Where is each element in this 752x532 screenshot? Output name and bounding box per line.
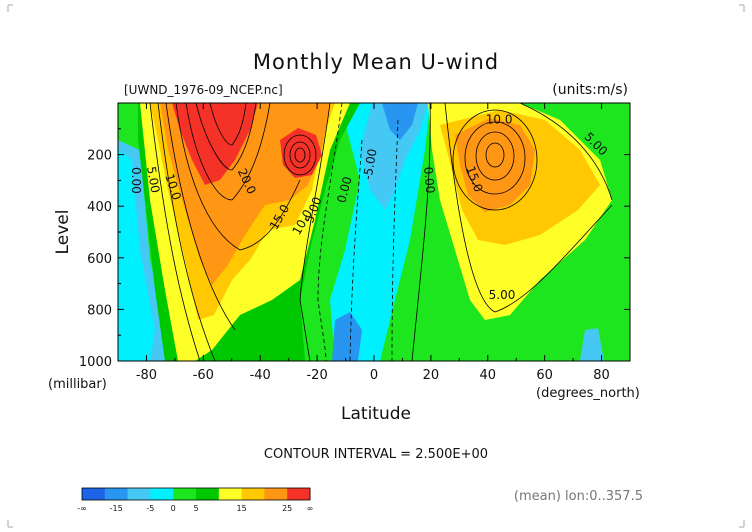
file-label: [UWND_1976-09_NCEP.nc] (124, 83, 283, 97)
colorbar-swatch (82, 488, 106, 500)
contour-label: 10.0 (486, 113, 513, 127)
x-tick-label: 60 (536, 368, 553, 383)
x-tick-label: -40 (250, 368, 271, 383)
colorbar-label: -5 (146, 504, 154, 513)
chart-title: Monthly Mean U-wind (253, 50, 499, 74)
contour-label: 0.00 (421, 166, 437, 194)
contour-fill (118, 103, 630, 361)
colorbar-swatch (196, 488, 220, 500)
y-axis-title: Level (53, 210, 73, 255)
colorbar-label: 0 (171, 504, 176, 513)
y-tick-label: 800 (87, 303, 112, 318)
footer-note: (mean) lon:0..357.5 (514, 489, 643, 504)
colorbar-label: -∞ (77, 504, 87, 513)
crop-marks (7, 4, 745, 528)
contour-label-layer: 0.00 5.00 10.0 20.015.010.05.000.00-5.00 0.0… (129, 113, 610, 302)
colorbar-frame (81, 487, 311, 501)
x-tick-label: -80 (136, 368, 157, 383)
colorbar-label: 5 (193, 504, 198, 513)
contour-lines (149, 103, 613, 361)
contour-label: 5.00 (144, 165, 162, 194)
x-tick-label: 40 (480, 368, 497, 383)
x-tick-label: 20 (423, 368, 440, 383)
x-axis-title: Latitude (341, 404, 411, 424)
x-axis: -80 -60 -40 -20 0 20 40 60 80 (117, 103, 631, 383)
y-tick-label: 1000 (79, 355, 112, 370)
colorbar-swatch (287, 488, 311, 500)
contour-interval-note: CONTOUR INTERVAL = 2.500E+00 (264, 447, 488, 462)
colorbar-swatch (104, 488, 129, 500)
colorbar-swatch (264, 488, 288, 500)
colorbar-label: 25 (282, 504, 292, 513)
colorbar-swatch (150, 488, 174, 500)
colorbar-swatch (218, 488, 243, 500)
colorbar-label: 15 (237, 504, 247, 513)
units-label: (units:m/s) (552, 82, 628, 98)
y-tick-label: 200 (87, 149, 112, 164)
contour-label: -5.00 (360, 148, 379, 181)
contour-label: 5.00 (489, 288, 516, 302)
x-tick-label: 80 (593, 368, 610, 383)
contour-label: 0.00 (334, 175, 354, 204)
x-tick-label: -20 (306, 368, 327, 383)
colorbar: -∞ -15 -5 0 5 15 25 ∞ (77, 487, 314, 513)
colorbar-label: -15 (110, 504, 123, 513)
colorbar-label: ∞ (307, 504, 314, 513)
y-axis: 200 400 600 800 1000 (79, 128, 630, 370)
x-tick-label: -60 (193, 368, 214, 383)
x-tick-label: 0 (370, 368, 378, 383)
y-tick-label: 600 (87, 252, 112, 267)
colorbar-swatch (127, 488, 151, 500)
y-axis-units: (millibar) (48, 377, 107, 392)
y-tick-label: 400 (87, 200, 112, 215)
contour-label: 0.00 (129, 167, 143, 194)
x-axis-units: (degrees_north) (536, 386, 640, 401)
colorbar-swatch (241, 488, 265, 500)
colorbar-swatch (173, 488, 197, 500)
